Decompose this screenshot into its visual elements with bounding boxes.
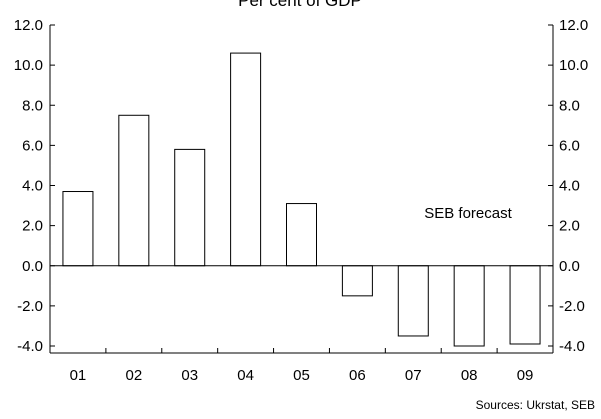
bar-09 xyxy=(509,265,541,345)
right-y-axis: 12.0 10.0 8.0 6.0 4.0 2.0 0.0 -2.0 -4.0 xyxy=(548,17,588,355)
right-y-tick-label: 4.0 xyxy=(559,178,580,195)
left-y-tick-label: -2.0 xyxy=(17,298,43,315)
forecast-annotation: SEB forecast xyxy=(424,205,512,222)
right-y-tick-label: 10.0 xyxy=(559,57,588,74)
left-y-tick-label: 2.0 xyxy=(22,218,43,235)
left-y-tick-label: 8.0 xyxy=(22,97,43,114)
x-tick-label: 08 xyxy=(461,367,478,384)
bar-06 xyxy=(341,265,373,297)
bar-01 xyxy=(62,191,94,267)
left-y-axis: 12.0 10.0 8.0 6.0 4.0 2.0 0.0 -2.0 -4.0 xyxy=(14,17,55,355)
x-tick-label: 02 xyxy=(125,367,142,384)
right-y-tick-label: 6.0 xyxy=(559,137,580,154)
source-note: Sources: Ukrstat, SEB xyxy=(476,398,595,412)
chart-title: Per cent of GDP xyxy=(238,0,362,10)
x-tick-label: 03 xyxy=(181,367,198,384)
left-y-tick-label: 12.0 xyxy=(14,17,43,34)
bar-series xyxy=(62,52,541,347)
bar-03 xyxy=(174,148,206,267)
x-tick-label: 04 xyxy=(237,367,254,384)
x-tick-label: 06 xyxy=(349,367,366,384)
left-y-tick-label: 6.0 xyxy=(22,137,43,154)
right-y-tick-label: 8.0 xyxy=(559,97,580,114)
x-tick-label: 05 xyxy=(293,367,310,384)
bar-08 xyxy=(453,265,485,347)
right-y-tick-label: 2.0 xyxy=(559,218,580,235)
right-y-tick-label: -4.0 xyxy=(559,338,585,355)
bar-04 xyxy=(230,52,262,267)
x-tick-label: 07 xyxy=(405,367,422,384)
right-y-tick-label: 0.0 xyxy=(559,258,580,275)
left-y-tick-label: 4.0 xyxy=(22,178,43,195)
bar-02 xyxy=(118,114,150,267)
x-tick-label: 09 xyxy=(517,367,534,384)
bar-05 xyxy=(286,203,317,267)
right-y-tick-label: -2.0 xyxy=(559,298,585,315)
x-axis: 01 02 03 04 05 06 07 08 09 xyxy=(70,348,534,384)
left-y-tick-label: 10.0 xyxy=(14,57,43,74)
left-y-tick-label: 0.0 xyxy=(22,258,43,275)
x-tick-label: 01 xyxy=(70,367,87,384)
right-y-tick-label: 12.0 xyxy=(559,17,588,34)
left-y-tick-label: -4.0 xyxy=(17,338,43,355)
bar-07 xyxy=(397,265,429,337)
